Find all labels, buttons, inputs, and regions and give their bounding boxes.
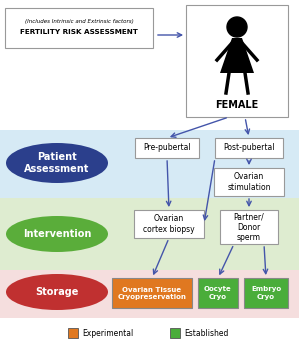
Polygon shape: [220, 38, 254, 73]
Bar: [170, 328, 180, 338]
Text: (Includes Intrinsic and Extrinsic factors): (Includes Intrinsic and Extrinsic factor…: [25, 20, 133, 24]
Text: Post-pubertal: Post-pubertal: [223, 143, 275, 153]
Circle shape: [227, 17, 247, 37]
Bar: [0, 270, 299, 318]
FancyBboxPatch shape: [5, 8, 153, 48]
Text: Intervention: Intervention: [23, 229, 91, 239]
Text: Oocyte
Cryo: Oocyte Cryo: [204, 286, 232, 299]
FancyBboxPatch shape: [186, 5, 288, 117]
Ellipse shape: [6, 143, 108, 183]
FancyBboxPatch shape: [112, 278, 192, 308]
Text: Ovarian
cortex biopsy: Ovarian cortex biopsy: [143, 214, 195, 234]
Text: Storage: Storage: [35, 287, 79, 297]
Text: FEMALE: FEMALE: [215, 100, 259, 110]
Text: Established: Established: [184, 329, 228, 338]
Text: Experimental: Experimental: [82, 329, 133, 338]
Bar: [0, 198, 299, 270]
Ellipse shape: [6, 274, 108, 310]
Text: Ovarian Tissue
Cryopreservation: Ovarian Tissue Cryopreservation: [118, 286, 187, 299]
FancyBboxPatch shape: [198, 278, 238, 308]
Text: FERTILITY RISK ASSESSMENT: FERTILITY RISK ASSESSMENT: [20, 29, 138, 35]
Text: Ovarian
stimulation: Ovarian stimulation: [227, 172, 271, 192]
FancyBboxPatch shape: [244, 278, 288, 308]
Ellipse shape: [6, 216, 108, 252]
Bar: [0, 130, 299, 198]
FancyBboxPatch shape: [215, 138, 283, 158]
FancyBboxPatch shape: [220, 210, 278, 244]
Text: Embryo
Cryo: Embryo Cryo: [251, 286, 281, 299]
FancyBboxPatch shape: [214, 168, 284, 196]
Bar: [68, 328, 78, 338]
Text: Partner/
Donor
sperm: Partner/ Donor sperm: [234, 212, 264, 242]
FancyBboxPatch shape: [134, 210, 204, 238]
FancyBboxPatch shape: [135, 138, 199, 158]
Text: Pre-pubertal: Pre-pubertal: [143, 143, 191, 153]
Text: Patient
Assessment: Patient Assessment: [24, 152, 90, 174]
